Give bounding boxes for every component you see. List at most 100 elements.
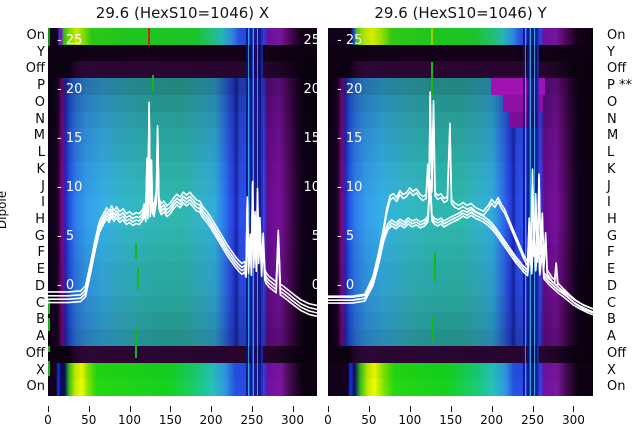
value-tick-label-right: 20 xyxy=(303,82,317,98)
event-mark xyxy=(134,243,137,259)
row-labels-right: On Y Off P ** O N M L K J I H G F E D C B A Off X On xyxy=(606,28,640,396)
row-label-On: On xyxy=(607,379,626,395)
panel-title-y: 29.6 (HexS10=1046) Y xyxy=(374,4,547,22)
row-label-B: B xyxy=(607,312,616,328)
x-tick xyxy=(170,406,172,412)
x-tick xyxy=(532,406,534,412)
value-tick-label: - 15 xyxy=(337,131,363,146)
row-label-On: On xyxy=(607,28,626,43)
row-label-Off: Off xyxy=(25,61,45,77)
panel-title-x: 29.6 (HexS10=1046) X xyxy=(95,4,270,22)
x-tick-label: 150 xyxy=(158,413,182,427)
x-tick-label: 200 xyxy=(480,413,504,427)
row-label-E: E xyxy=(607,262,616,278)
x-tick xyxy=(88,406,90,412)
row-label-M: M xyxy=(33,128,45,144)
row-label-E: E xyxy=(36,262,45,278)
row-label-F: F xyxy=(607,245,615,261)
row-label-H: H xyxy=(35,212,45,227)
x-tick xyxy=(368,406,370,412)
x-tick xyxy=(211,406,212,412)
value-tick-label-right: 0 xyxy=(311,277,317,293)
x-tick xyxy=(129,406,131,412)
value-tick-label: - 0 xyxy=(57,277,75,293)
x-tick-label: 150 xyxy=(439,413,463,427)
value-tick-label-right: 5 xyxy=(311,228,317,244)
row-label-F: F xyxy=(37,245,45,261)
x-tick xyxy=(251,406,253,412)
row-label-On: On xyxy=(26,28,45,43)
value-tick-label-right: 25 xyxy=(303,33,317,49)
x-tick xyxy=(491,406,493,412)
row-label-M: M xyxy=(607,128,619,144)
event-mark xyxy=(432,316,435,342)
row-label-Y: Y xyxy=(37,44,45,60)
row-label-N: N xyxy=(607,111,617,127)
value-tick-label: - 20 xyxy=(57,82,83,98)
trace-line xyxy=(328,185,593,316)
vertical-stripe xyxy=(530,28,532,396)
event-mark xyxy=(48,300,50,314)
trace-line xyxy=(328,179,593,310)
trace-line xyxy=(48,101,317,307)
vertical-stripe xyxy=(526,28,530,396)
event-mark xyxy=(48,28,50,46)
event-mark xyxy=(48,346,50,352)
trace-line xyxy=(328,182,593,313)
x-tick-label: 100 xyxy=(118,413,141,427)
event-mark xyxy=(48,361,50,376)
value-tick-label: - 15 xyxy=(57,131,83,146)
value-tick-label-right: 10 xyxy=(303,179,317,195)
row-label-D: D xyxy=(607,278,618,294)
event-mark xyxy=(431,62,434,95)
x-tick xyxy=(328,406,329,412)
x-tick-label: 0 xyxy=(44,413,52,427)
vertical-stripe xyxy=(249,28,253,396)
event-mark xyxy=(136,268,139,290)
x-tick xyxy=(48,406,49,412)
row-label-D: D xyxy=(34,278,45,294)
x-tick-label: 100 xyxy=(398,413,422,427)
x-tick-label: 300 xyxy=(561,413,585,427)
row-label-A: A xyxy=(36,329,45,345)
value-tick-label: - 5 xyxy=(337,228,355,244)
row-label-I: I xyxy=(41,195,45,211)
value-tick-label: - 25 xyxy=(337,33,363,49)
x-tick-label: 50 xyxy=(81,413,97,427)
x-tick xyxy=(409,406,411,412)
row-labels-left: On Y Off P O N M L K J I H G F E D C B A Off X On xyxy=(0,28,46,396)
x-tick xyxy=(292,406,294,412)
x-tick-label: 250 xyxy=(240,413,264,427)
event-mark xyxy=(430,28,433,45)
event-mark xyxy=(134,328,137,358)
x-tick-label: 0 xyxy=(324,413,332,427)
trace-overlay xyxy=(48,101,317,318)
row-label-J: J xyxy=(607,178,611,194)
x-tick-label: 50 xyxy=(361,413,377,427)
row-label-H: H xyxy=(607,212,617,227)
row-label-Off: Off xyxy=(607,61,627,77)
row-label-C: C xyxy=(607,295,617,311)
value-tick-label-right: 15 xyxy=(303,131,317,146)
row-label-K: K xyxy=(36,161,45,177)
value-tick-label: - 10 xyxy=(337,179,363,195)
x-tick-label: 200 xyxy=(199,413,223,427)
vertical-stripe xyxy=(260,28,263,396)
row-label-I: I xyxy=(607,195,611,211)
value-tick-label: - 10 xyxy=(57,179,83,195)
row-label-G: G xyxy=(34,228,45,244)
value-tick-label: - 25 xyxy=(57,33,83,49)
vertical-stripe xyxy=(525,28,527,396)
row-label-O: O xyxy=(34,94,45,110)
event-mark xyxy=(151,75,154,91)
x-tick xyxy=(573,406,575,412)
row-label-A: A xyxy=(607,329,616,345)
row-label-Y: Y xyxy=(607,44,615,60)
trace-line xyxy=(328,91,593,310)
value-tick-label: - 20 xyxy=(337,82,363,98)
value-tick-label: - 5 xyxy=(57,228,75,244)
event-mark xyxy=(148,28,151,46)
row-label-P: P xyxy=(37,78,45,94)
row-label-X: X xyxy=(36,362,45,378)
row-label-Off: Off xyxy=(607,345,627,361)
